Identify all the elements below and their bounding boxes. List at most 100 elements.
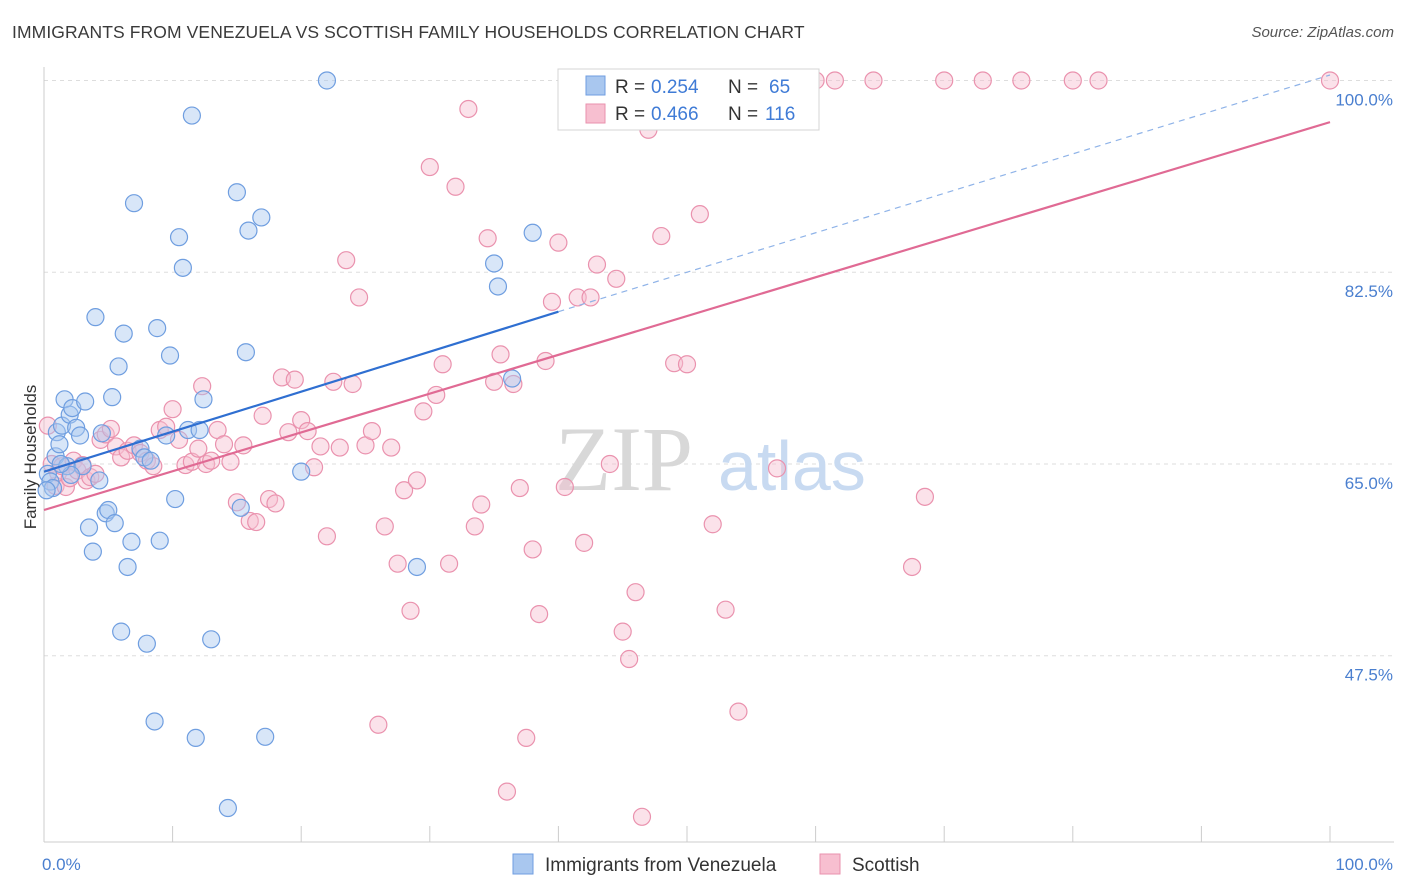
venezuela-point (76, 392, 95, 411)
scottish-point (523, 540, 542, 559)
tick-labels: 47.5% 65.0% 82.5% 100.0% 0.0% 100.0% (42, 90, 1393, 874)
venezuela-point (124, 194, 144, 213)
scottish-point (446, 177, 465, 196)
venezuela-point (407, 557, 427, 577)
venezuela-point (252, 208, 271, 227)
series-venezuela-points (37, 71, 542, 818)
venezuela-point (145, 712, 164, 731)
legend-n-label-venezuela: N = (728, 77, 758, 98)
scottish-point (375, 517, 394, 536)
bottom-legend-swatch-scottish (819, 853, 841, 875)
scottish-point (401, 601, 420, 620)
venezuela-point (160, 346, 180, 365)
venezuela-point (103, 388, 122, 407)
scottish-point (112, 448, 131, 467)
scottish-point (38, 416, 57, 435)
scottish-point (394, 481, 414, 500)
scottish-point (193, 377, 212, 396)
legend-n-value-venezuela: 65 (769, 77, 790, 98)
source-credit: Source: ZipAtlas.com (1251, 24, 1394, 41)
scottish-point (101, 419, 120, 439)
venezuela-point (231, 498, 250, 517)
venezuela-point (105, 514, 124, 533)
scottish-point (478, 229, 497, 248)
scottish-point (330, 438, 349, 457)
scottish-point (767, 459, 787, 478)
scottish-point (382, 438, 401, 457)
venezuela-point (169, 228, 189, 247)
legend-r-value-venezuela: 0.254 (651, 77, 699, 98)
venezuela-point (141, 451, 160, 470)
venezuela-point (186, 728, 205, 748)
scottish-point (613, 622, 632, 641)
venezuela-point (150, 531, 169, 550)
axes (43, 67, 1394, 843)
y-tick-label-0: 47.5% (1345, 666, 1393, 685)
venezuela-point (202, 630, 221, 649)
scottish-point (317, 527, 337, 546)
scottish-point (677, 355, 697, 374)
scottish-point (362, 422, 382, 441)
watermark-zip: ZIP (555, 408, 693, 510)
scottish-point (587, 255, 607, 274)
scottish-point (337, 251, 356, 270)
venezuela-point (236, 343, 256, 362)
venezuela-point (218, 798, 237, 818)
venezuela-point (148, 319, 167, 338)
scottish-point (1089, 71, 1108, 90)
y-tick-label-1: 65.0% (1345, 474, 1393, 493)
venezuela-point (194, 390, 213, 409)
venezuela-point (70, 426, 90, 445)
watermark-atlas: atlas (718, 427, 866, 505)
chart-title: IMMIGRANTS FROM VENEZUELA VS SCOTTISH FA… (12, 22, 805, 42)
venezuela-point (90, 471, 109, 490)
scottish-point (935, 71, 954, 90)
trend-lines (43, 74, 1331, 512)
venezuela-point (79, 518, 99, 537)
scottish-point (439, 554, 459, 573)
scottish-point (626, 583, 645, 602)
scottish-point (472, 495, 491, 514)
scottish-point (420, 157, 439, 177)
scottish-point (703, 515, 722, 534)
bottom-legend-label-venezuela: Immigrants from Venezuela (545, 855, 777, 876)
scottish-point (652, 226, 671, 246)
venezuela-point (86, 308, 105, 327)
venezuela-point (523, 223, 542, 242)
scottish-point (600, 454, 619, 474)
stats-legend: R = 0.254 N = 65 R = 0.466 N = 116 (557, 68, 820, 131)
scottish-point (690, 205, 709, 224)
scottish-point (575, 533, 594, 552)
scottish-point (1012, 71, 1031, 90)
venezuela-point (227, 183, 246, 202)
scottish-trend-line (43, 121, 1331, 512)
venezuela-point (317, 71, 337, 90)
scottish-point (497, 782, 517, 801)
scottish-point (292, 411, 311, 430)
scottish-point (311, 437, 330, 456)
venezuela-point (50, 435, 69, 454)
scottish-point (285, 370, 304, 389)
scottish-point (266, 494, 285, 513)
legend-n-label-scottish: N = (728, 104, 758, 125)
scottish-point (1063, 71, 1082, 90)
y-tick-label-2: 82.5% (1345, 282, 1393, 301)
venezuela-point (96, 504, 115, 523)
venezuela-point (292, 462, 311, 481)
scottish-point (607, 269, 626, 288)
scottish-point (620, 649, 639, 669)
scottish-point (555, 477, 574, 497)
scottish-point (549, 233, 568, 252)
venezuela-point (166, 489, 185, 509)
venezuela-point (122, 532, 141, 551)
scottish-point (189, 439, 208, 458)
venezuela-point (190, 420, 209, 440)
scottish-point (530, 604, 549, 624)
gridlines (44, 79, 1394, 657)
venezuela-point (503, 369, 522, 388)
x-tick-label-0: 0.0% (42, 855, 81, 874)
scottish-point (716, 600, 735, 619)
venezuela-point (92, 424, 111, 443)
scottish-point (491, 345, 510, 364)
